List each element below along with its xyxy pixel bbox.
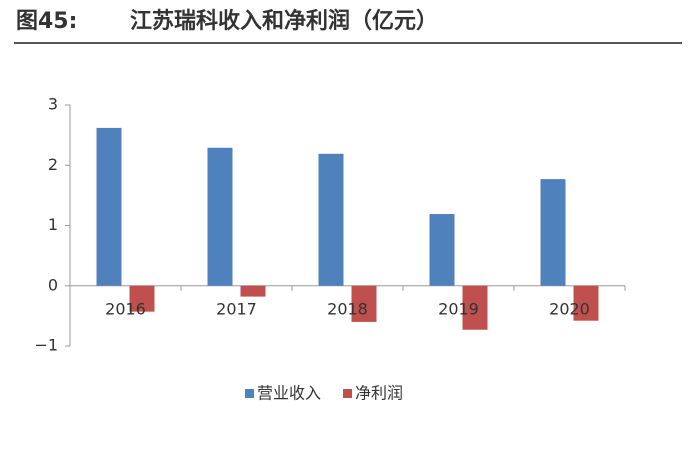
x-tick-label: 2019 <box>438 299 479 318</box>
y-tick-label: −1 <box>34 336 58 355</box>
bar <box>318 153 344 286</box>
y-tick-label: 3 <box>48 95 58 114</box>
x-tick-label: 2020 <box>549 299 590 318</box>
y-tick-label: 2 <box>48 155 58 174</box>
bar <box>462 285 488 330</box>
legend-swatch <box>343 389 353 398</box>
bar <box>96 127 122 286</box>
x-tick-label: 2018 <box>327 299 368 318</box>
legend-label: 净利润 <box>355 384 403 403</box>
y-tick-label: 0 <box>48 275 58 294</box>
x-tick-label: 2016 <box>105 299 146 318</box>
bar <box>351 285 377 322</box>
figure-label: 图45: <box>16 9 77 34</box>
bar <box>429 214 455 286</box>
bar <box>207 147 233 286</box>
bar <box>540 179 566 286</box>
bar <box>573 285 599 321</box>
bar <box>240 285 266 297</box>
y-tick-label: 1 <box>48 215 58 234</box>
chart-title: 江苏瑞科收入和净利润（亿元） <box>130 8 438 34</box>
x-tick-label: 2017 <box>216 299 257 318</box>
legend-swatch <box>245 389 254 398</box>
legend-label: 营业收入 <box>257 384 321 403</box>
bar <box>129 285 155 312</box>
